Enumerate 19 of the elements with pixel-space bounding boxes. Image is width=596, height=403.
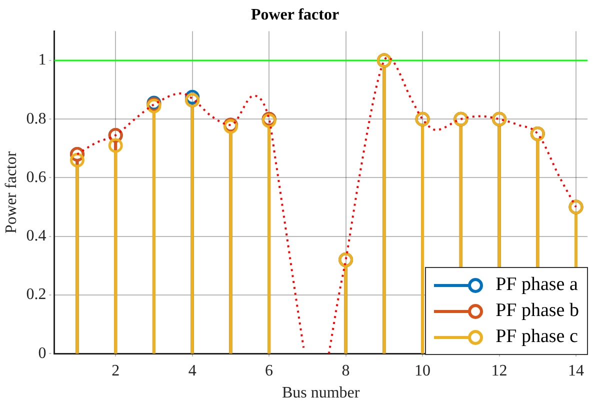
legend-label: PF phase c xyxy=(496,326,578,348)
y-axis-title: Power factor xyxy=(2,150,20,234)
x-axis-title: Bus number xyxy=(282,384,360,402)
legend-label: PF phase a xyxy=(496,274,578,296)
y-tick-label: 0 xyxy=(38,344,46,362)
legend-label: PF phase b xyxy=(496,300,579,322)
y-tick-label: 0.4 xyxy=(26,228,46,245)
x-tick-label: 14 xyxy=(568,362,584,380)
y-tick-label: 0.6 xyxy=(26,168,46,186)
x-tick-label: 2 xyxy=(112,362,120,380)
x-tick-label: 8 xyxy=(342,362,350,380)
y-tick-label: 1 xyxy=(38,52,46,69)
x-tick-label: 6 xyxy=(265,362,274,380)
x-tick-label: 12 xyxy=(491,362,508,380)
chart-title: Power factor xyxy=(250,6,340,24)
x-tick-label: 4 xyxy=(188,362,196,380)
y-tick-label: 0.2 xyxy=(26,286,46,304)
y-tick-label: 0.8 xyxy=(26,110,46,128)
x-tick-label: 10 xyxy=(414,362,431,380)
